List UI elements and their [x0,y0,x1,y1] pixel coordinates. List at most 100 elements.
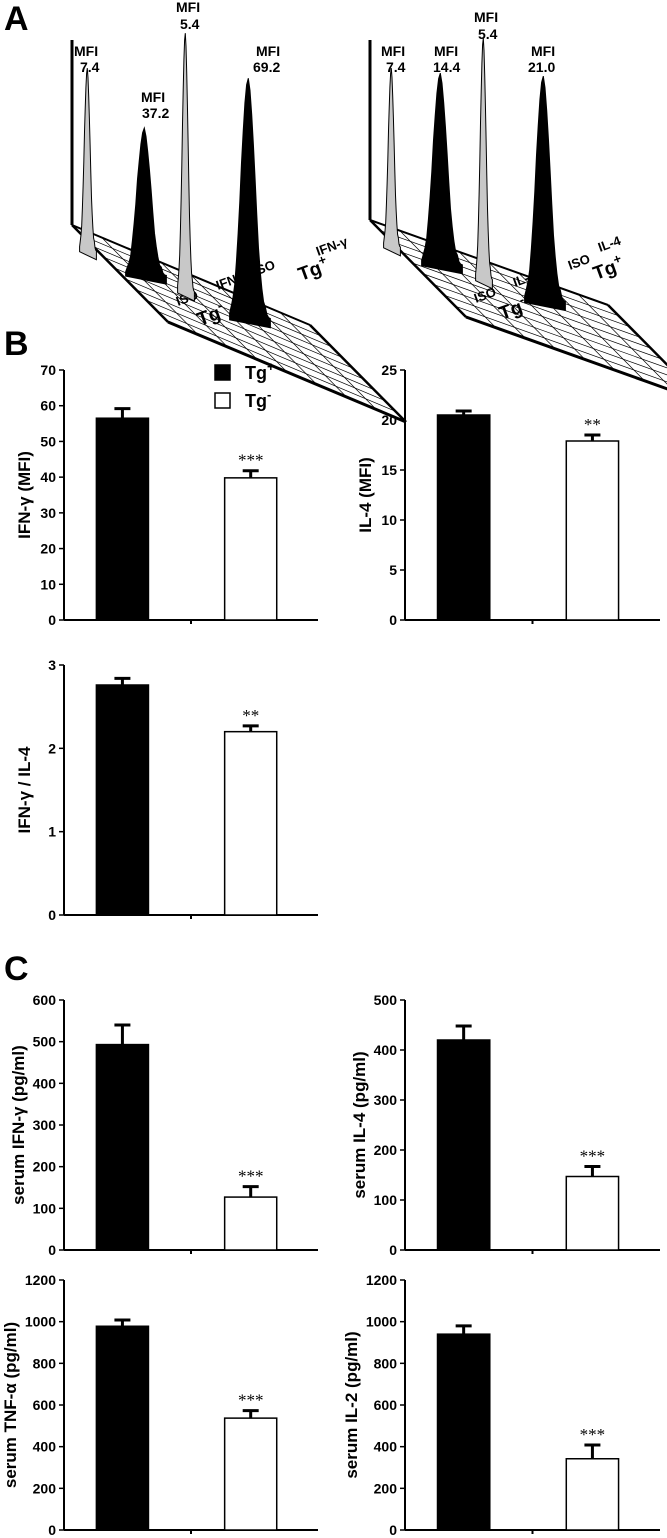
y-tick-label: 1000 [366,1314,397,1330]
hist-grid-line [607,304,667,367]
y-tick-label: 800 [33,1355,57,1371]
chart-serum-il2: 0 200 400 600 800 1000 1200 serum IL-2 (pg/ml) *… [342,1272,660,1538]
y-tick-label: 300 [33,1117,57,1133]
legend-label-tg-pos: Tg+ [245,359,275,383]
y-tick-label: 0 [48,1242,56,1258]
hist-grid-line [101,237,198,335]
y-tick-label: 25 [381,362,397,378]
y-tick-label: 0 [389,612,397,628]
panel-label-b: B [4,325,29,363]
bar-tg-pos [95,417,150,621]
bar-tg-pos [436,1333,491,1531]
hist-ifng-mfi-3-label: MFI [176,0,200,15]
histogram-il4: MFI 7.4 MFI 14.4 MFI 5.4 MFI 21.0 ISO IL… [368,9,667,391]
bar-tg-pos [95,1043,150,1251]
hist-ifng-mfi-1-value: 7.4 [80,59,100,75]
y-tick-label: 10 [381,512,397,528]
hist-il4-tg-pos-label: Tg+ [589,251,627,285]
hist-grid-line [399,230,496,328]
hist-grid-line [280,312,377,410]
hist-ifng-mfi-4-value: 69.2 [253,59,280,75]
hist-ifng-mfi-2-value: 37.2 [142,105,169,121]
hist-il4-mfi-3-value: 5.4 [478,26,498,42]
bar-tg-neg [223,730,278,916]
y-tick-label: 400 [33,1439,57,1455]
y-tick-label: 50 [40,433,56,449]
hist-grid-line [190,274,288,373]
y-tick-label: 30 [40,505,56,521]
hist-peak-2 [125,126,167,285]
chart-serum-ifng: 0 100 200 300 400 500 600 serum IFN-γ (pg/ml) **… [9,992,318,1258]
y-axis-label: IL-4 (MFI) [356,457,375,533]
y-tick-label: 400 [33,1075,57,1091]
y-tick-label: 200 [374,1480,398,1496]
panel-label-a: A [4,0,29,38]
hist-il4-mfi-1-label: MFI [381,43,405,59]
y-tick-label: 20 [381,412,397,428]
y-tick-label: 0 [389,1242,397,1258]
y-tick-label: 40 [40,469,56,485]
y-tick-label: 100 [374,1192,398,1208]
hist-grid-line [459,251,556,350]
bar-tg-pos [95,684,150,916]
legend-label-tg-neg: Tg- [245,387,271,411]
hist-il4-mfi-1-value: 7.4 [386,59,406,75]
y-tick-label: 200 [374,1142,398,1158]
hist-ifng-mfi-1-label: MFI [74,43,98,59]
bar-tg-pos [436,414,491,621]
y-tick-label: 200 [33,1159,57,1175]
chart-ifng-mfi: 0 10 20 30 40 50 60 70 IFN-γ (MFI) *** [15,362,318,628]
legend: Tg+ Tg- [214,359,275,411]
significance-label: ** [584,415,601,434]
y-tick-label: 400 [374,1042,398,1058]
hist-peak-2 [421,72,463,275]
y-tick-label: 400 [374,1439,398,1455]
hist-front-edge [167,320,407,424]
y-tick-label: 600 [374,1397,398,1413]
hist-grid-line [548,283,645,381]
y-tick-label: 100 [33,1200,57,1216]
hist-il4-axis-cyt-pos: IL-4 [596,233,624,255]
hist-il4-mfi-4-label: MFI [531,43,555,59]
histogram-ifng: MFI 7.4 MFI 37.2 MFI 5.4 MFI 69.2 ISO IF… [70,0,407,424]
y-tick-label: 300 [374,1092,398,1108]
hist-peak-1 [383,68,401,257]
hist-grid-line [578,294,667,385]
legend-swatch-tg-pos [214,364,231,381]
hist-grid-line [309,324,407,423]
y-tick-label: 500 [33,1034,57,1050]
y-tick-label: 600 [33,992,57,1008]
y-tick-label: 200 [33,1480,57,1496]
bar-tg-neg [223,1417,278,1531]
y-tick-label: 600 [33,1397,57,1413]
hist-peak-3 [177,33,195,302]
hist-peak-4 [524,75,566,312]
bar-tg-pos [436,1039,491,1251]
significance-label: *** [580,1147,606,1166]
hist-grid-line [465,316,667,390]
chart-il4-mfi: 0 5 10 15 20 25 IL-4 (MFI) ** [356,362,660,628]
y-tick-label: 0 [48,612,56,628]
panel-label-c: C [4,950,29,988]
chart-serum-il4: 0 100 200 300 400 500 serum IL-4 (pg/ml) *** [350,992,660,1258]
bar-tg-neg [565,1175,620,1251]
chart-ifng-il4-ratio: 0 1 2 3 IFN-γ / IL-4 ** [15,657,318,923]
significance-label: *** [238,1167,264,1186]
legend-swatch-tg-neg [214,392,231,409]
y-axis-label: serum IFN-γ (pg/ml) [9,1045,28,1205]
bar-tg-neg [223,477,278,621]
y-tick-label: 2 [48,740,56,756]
bar-tg-neg [565,440,620,621]
significance-label: *** [580,1425,606,1444]
y-tick-label: 60 [40,398,56,414]
y-tick-label: 3 [48,657,56,673]
y-axis-label: IFN-γ / IL-4 [15,746,34,833]
hist-grid-line [488,262,586,360]
hist-il4-mfi-3-label: MFI [474,9,498,25]
hist-il4-mfi-2-value: 14.4 [433,59,460,75]
hist-ifng-mfi-2-label: MFI [141,89,165,105]
y-axis-label: serum IL-2 (pg/ml) [342,1331,361,1478]
hist-front-edge [465,315,667,391]
hist-peak-3 [475,38,493,290]
y-tick-label: 1200 [25,1272,56,1288]
